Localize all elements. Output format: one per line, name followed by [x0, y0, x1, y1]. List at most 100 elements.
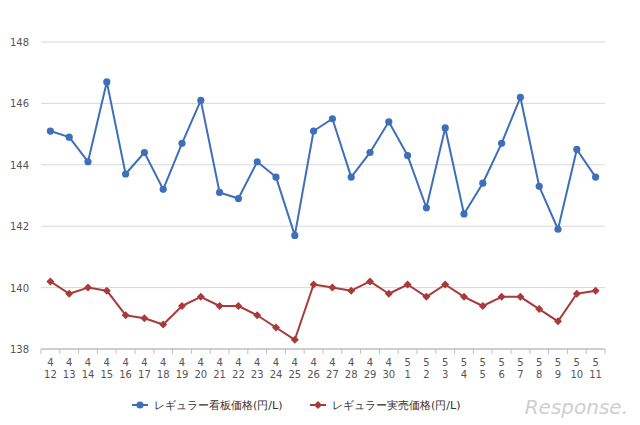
- data-point: [479, 302, 487, 310]
- x-tick-label: 422: [232, 357, 245, 380]
- data-point: [197, 293, 205, 301]
- data-point: [235, 195, 242, 202]
- data-point: [66, 134, 73, 141]
- data-point: [329, 115, 336, 122]
- data-point: [517, 94, 524, 101]
- x-tick-label: 58: [536, 357, 542, 380]
- data-point: [592, 173, 599, 180]
- x-tick-label: 51: [404, 357, 410, 380]
- data-point: [310, 281, 318, 289]
- y-tick-label: 144: [10, 160, 29, 171]
- x-tick-label: 426: [307, 357, 320, 380]
- data-point: [310, 127, 317, 134]
- data-point: [385, 290, 393, 298]
- data-point: [423, 204, 430, 211]
- x-tick: [360, 349, 361, 354]
- x-tick-label: 59: [555, 357, 561, 380]
- data-point: [404, 152, 411, 159]
- grid-line: [41, 287, 605, 288]
- x-tick: [473, 349, 474, 354]
- data-point: [216, 302, 224, 310]
- y-tick-label: 142: [10, 221, 29, 232]
- chart: 1381401421441461484124134144154164174184…: [0, 0, 640, 425]
- x-tick-label: 429: [364, 357, 377, 380]
- data-point: [573, 290, 581, 298]
- x-tick-label: 56: [498, 357, 504, 380]
- data-point: [366, 149, 373, 156]
- data-point: [84, 284, 92, 292]
- data-point: [385, 118, 392, 125]
- x-tick: [379, 349, 380, 354]
- x-tick-label: 52: [423, 357, 429, 380]
- x-tick: [548, 349, 549, 354]
- x-tick: [586, 349, 587, 354]
- x-tick: [135, 349, 136, 354]
- data-point: [554, 317, 562, 325]
- x-tick: [492, 349, 493, 354]
- x-tick: [266, 349, 267, 354]
- x-tick-label: 510: [570, 357, 583, 380]
- legend-marker: [136, 401, 143, 408]
- data-point: [216, 189, 223, 196]
- legend-item: レギュラー看板価格(円/L): [132, 399, 282, 412]
- x-tick-label: 57: [517, 357, 523, 380]
- data-point: [122, 170, 129, 177]
- x-tick: [341, 349, 342, 354]
- x-tick-label: 53: [442, 357, 448, 380]
- y-tick-label: 138: [10, 344, 29, 355]
- data-point: [178, 302, 186, 310]
- legend-item: レギュラー実売価格(円/L): [310, 399, 460, 412]
- data-point: [460, 210, 467, 217]
- x-tick-label: 416: [119, 357, 132, 380]
- data-point: [159, 320, 167, 328]
- y-tick-label: 148: [10, 37, 29, 48]
- x-tick: [59, 349, 60, 354]
- data-point: [573, 146, 580, 153]
- x-tick-label: 427: [326, 357, 339, 380]
- data-point: [234, 302, 242, 310]
- data-point: [103, 287, 111, 295]
- data-point: [404, 281, 412, 289]
- x-tick: [511, 349, 512, 354]
- x-tick: [567, 349, 568, 354]
- data-point: [141, 149, 148, 156]
- legend-label: レギュラー実売価格(円/L): [332, 399, 460, 412]
- data-point: [103, 78, 110, 85]
- data-point: [442, 124, 449, 131]
- data-point: [592, 287, 600, 295]
- x-tick-label: 428: [345, 357, 358, 380]
- data-point: [535, 305, 543, 313]
- legend-marker: [314, 401, 322, 409]
- x-tick: [285, 349, 286, 354]
- data-point: [272, 324, 280, 332]
- x-tick: [529, 349, 530, 354]
- x-tick: [398, 349, 399, 354]
- data-point: [366, 277, 374, 285]
- data-point: [47, 127, 54, 134]
- x-tick: [78, 349, 79, 354]
- data-point: [291, 336, 299, 344]
- x-tick-label: 419: [176, 357, 189, 380]
- x-tick: [435, 349, 436, 354]
- x-tick: [247, 349, 248, 354]
- data-point: [554, 226, 561, 233]
- grid-line: [41, 42, 605, 43]
- data-point: [347, 287, 355, 295]
- x-tick-label: 418: [157, 357, 170, 380]
- x-tick: [153, 349, 154, 354]
- data-point: [328, 284, 336, 292]
- x-tick: [323, 349, 324, 354]
- data-point: [197, 97, 204, 104]
- data-point: [479, 180, 486, 187]
- x-tick: [97, 349, 98, 354]
- grid-line: [41, 226, 605, 227]
- x-tick: [210, 349, 211, 354]
- x-tick-label: 417: [138, 357, 151, 380]
- data-point: [291, 232, 298, 239]
- grid-line: [41, 164, 605, 165]
- x-tick-label: 424: [270, 357, 283, 380]
- data-point: [460, 293, 468, 301]
- x-tick-label: 425: [288, 357, 301, 380]
- x-tick: [172, 349, 173, 354]
- x-tick-label: 412: [44, 357, 57, 380]
